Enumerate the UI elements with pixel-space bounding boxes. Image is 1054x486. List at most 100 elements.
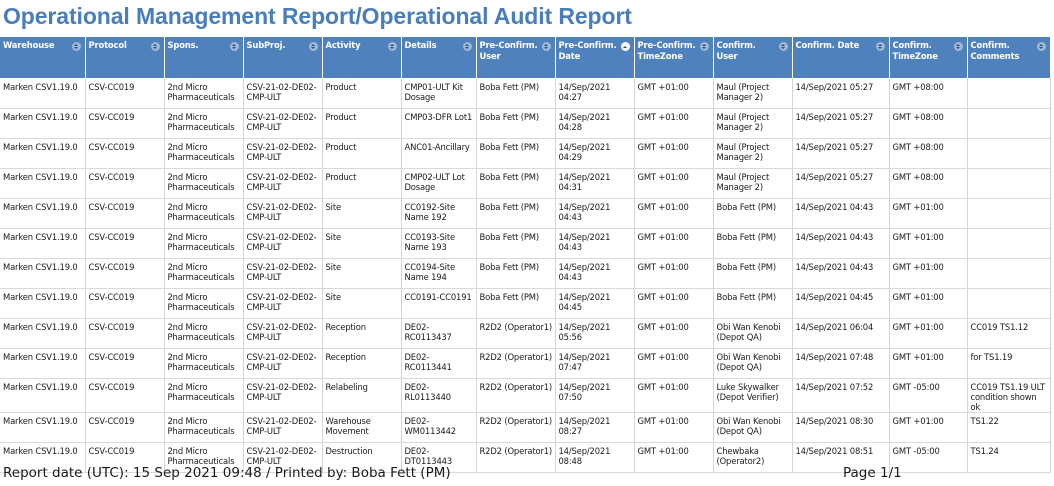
table-cell: 14/Sep/2021 04:43 bbox=[792, 228, 890, 259]
table-cell: GMT +01:00 bbox=[889, 288, 968, 319]
column-header[interactable]: Confirm. Date bbox=[792, 37, 890, 78]
sort-icon[interactable] bbox=[875, 42, 885, 51]
table-cell: Boba Fett (PM) bbox=[476, 168, 556, 199]
table-cell: 2nd Micro Pharmaceuticals bbox=[164, 198, 244, 229]
sort-icon[interactable] bbox=[1036, 42, 1046, 51]
table-cell: 14/Sep/2021 04:43 bbox=[792, 198, 890, 229]
table-cell: 2nd Micro Pharmaceuticals bbox=[164, 412, 244, 443]
table-row: Marken CSV1.19.0 CSV-CC019 2nd Micro Pharm… bbox=[0, 168, 1051, 199]
table-cell: 2nd Micro Pharmaceuticals bbox=[164, 228, 244, 259]
table-cell: CSV-CC019 bbox=[85, 228, 165, 259]
table-cell: CMP02-ULT Lot Dosage bbox=[401, 168, 477, 199]
column-header[interactable]: Spons. bbox=[164, 37, 244, 78]
table-cell: 2nd Micro Pharmaceuticals bbox=[164, 168, 244, 199]
table-cell: CSV-CC019 bbox=[85, 138, 165, 169]
table-cell: Marken CSV1.19.0 bbox=[0, 288, 86, 319]
table-cell: 14/Sep/2021 04:29 bbox=[555, 138, 635, 169]
table-cell: CSV-CC019 bbox=[85, 168, 165, 199]
table-cell: Boba Fett (PM) bbox=[476, 258, 556, 289]
table-cell: Marken CSV1.19.0 bbox=[0, 138, 86, 169]
column-header-label: Pre-Confirm. TimeZone bbox=[637, 40, 696, 61]
table-cell: Reception bbox=[322, 348, 402, 379]
table-cell: CMP03-DFR Lot1 bbox=[401, 108, 477, 139]
table-cell: Boba Fett (PM) bbox=[476, 78, 556, 109]
table-cell: 14/Sep/2021 08:51 bbox=[792, 442, 890, 473]
table-cell: Marken CSV1.19.0 bbox=[0, 108, 86, 139]
sort-icon[interactable] bbox=[462, 42, 472, 51]
table-cell: 14/Sep/2021 04:43 bbox=[555, 258, 635, 289]
column-header[interactable]: Protocol bbox=[85, 37, 165, 78]
column-header[interactable]: Pre-Confirm. User bbox=[476, 37, 556, 78]
column-header[interactable]: Activity bbox=[322, 37, 402, 78]
table-cell: GMT +01:00 bbox=[634, 412, 714, 443]
column-header[interactable]: Confirm. Comments bbox=[967, 37, 1051, 78]
sort-ascending-icon[interactable] bbox=[620, 42, 630, 51]
table-cell bbox=[967, 168, 1051, 199]
table-cell: GMT +01:00 bbox=[634, 198, 714, 229]
table-cell: Boba Fett (PM) bbox=[476, 288, 556, 319]
table-cell: 14/Sep/2021 06:04 bbox=[792, 318, 890, 349]
sort-icon[interactable] bbox=[699, 42, 709, 51]
table-cell: 2nd Micro Pharmaceuticals bbox=[164, 348, 244, 379]
table-cell: Boba Fett (PM) bbox=[476, 108, 556, 139]
table-cell: 14/Sep/2021 08:30 bbox=[792, 412, 890, 443]
table-cell: 14/Sep/2021 07:48 bbox=[792, 348, 890, 379]
table-cell: CSV-CC019 bbox=[85, 412, 165, 443]
table-cell: 2nd Micro Pharmaceuticals bbox=[164, 78, 244, 109]
table-cell: 2nd Micro Pharmaceuticals bbox=[164, 442, 244, 473]
table-cell: 14/Sep/2021 04:45 bbox=[792, 288, 890, 319]
table-cell: 14/Sep/2021 04:43 bbox=[792, 258, 890, 289]
table-cell: GMT +01:00 bbox=[634, 442, 714, 473]
sort-icon[interactable] bbox=[150, 42, 160, 51]
sort-icon[interactable] bbox=[778, 42, 788, 51]
table-row: Marken CSV1.19.0 CSV-CC019 2nd Micro Pharm… bbox=[0, 348, 1051, 379]
column-header-label: Confirm. Comments bbox=[970, 40, 1020, 61]
column-header-label: SubProj. bbox=[246, 40, 286, 50]
sort-icon[interactable] bbox=[71, 42, 81, 51]
table-cell: 14/Sep/2021 08:48 bbox=[555, 442, 635, 473]
page-indicator: Page 1/1 bbox=[843, 465, 902, 481]
sort-icon[interactable] bbox=[308, 42, 318, 51]
table-cell: 2nd Micro Pharmaceuticals bbox=[164, 138, 244, 169]
column-header[interactable]: Confirm. User bbox=[713, 37, 793, 78]
table-cell: Site bbox=[322, 198, 402, 229]
table-cell: CSV-21-02-DE02-CMP-ULT bbox=[243, 412, 323, 443]
table-cell: GMT +01:00 bbox=[889, 348, 968, 379]
table-row: Marken CSV1.19.0 CSV-CC019 2nd Micro Pharm… bbox=[0, 198, 1051, 229]
table-cell: Maul (Project Manager 2) bbox=[713, 138, 793, 169]
table-cell: Obi Wan Kenobi (Depot QA) bbox=[713, 318, 793, 349]
table-cell: R2D2 (Operator1) bbox=[476, 412, 556, 443]
table-cell: 2nd Micro Pharmaceuticals bbox=[164, 378, 244, 413]
table-cell: CSV-21-02-DE02-CMP-ULT bbox=[243, 78, 323, 109]
sort-icon[interactable] bbox=[953, 42, 963, 51]
column-header[interactable]: Details bbox=[401, 37, 477, 78]
table-cell: 14/Sep/2021 05:27 bbox=[792, 168, 890, 199]
column-header[interactable]: Warehouse bbox=[0, 37, 86, 78]
table-row: Marken CSV1.19.0 CSV-CC019 2nd Micro Pharm… bbox=[0, 138, 1051, 169]
table-row: Marken CSV1.19.0 CSV-CC019 2nd Micro Pharm… bbox=[0, 78, 1051, 109]
sort-icon[interactable] bbox=[229, 42, 239, 51]
table-cell: Marken CSV1.19.0 bbox=[0, 348, 86, 379]
table-cell: GMT +08:00 bbox=[889, 108, 968, 139]
table-cell: GMT +01:00 bbox=[634, 258, 714, 289]
column-header[interactable]: Confirm. TimeZone bbox=[889, 37, 968, 78]
table-cell: Obi Wan Kenobi (Depot QA) bbox=[713, 348, 793, 379]
table-row: Marken CSV1.19.0 CSV-CC019 2nd Micro Pharm… bbox=[0, 258, 1051, 289]
table-cell: Marken CSV1.19.0 bbox=[0, 258, 86, 289]
table-cell: CSV-21-02-DE02-CMP-ULT bbox=[243, 228, 323, 259]
table-cell bbox=[967, 198, 1051, 229]
sort-icon[interactable] bbox=[387, 42, 397, 51]
table-cell: CSV-21-02-DE02-CMP-ULT bbox=[243, 442, 323, 473]
column-header-label: Pre-Confirm. User bbox=[479, 40, 538, 61]
table-body: Marken CSV1.19.0 CSV-CC019 2nd Micro Pharm… bbox=[0, 78, 1051, 473]
table-row: Marken CSV1.19.0 CSV-CC019 2nd Micro Pharm… bbox=[0, 412, 1051, 443]
table-cell: Maul (Project Manager 2) bbox=[713, 78, 793, 109]
table-cell: 14/Sep/2021 04:27 bbox=[555, 78, 635, 109]
sort-icon[interactable] bbox=[541, 42, 551, 51]
table-cell: CC0192-Site Name 192 bbox=[401, 198, 477, 229]
column-header[interactable]: Pre-Confirm. TimeZone bbox=[634, 37, 714, 78]
table-cell: Marken CSV1.19.0 bbox=[0, 228, 86, 259]
column-header[interactable]: Pre-Confirm. Date bbox=[555, 37, 635, 78]
table-cell: CC0194-Site Name 194 bbox=[401, 258, 477, 289]
column-header[interactable]: SubProj. bbox=[243, 37, 323, 78]
